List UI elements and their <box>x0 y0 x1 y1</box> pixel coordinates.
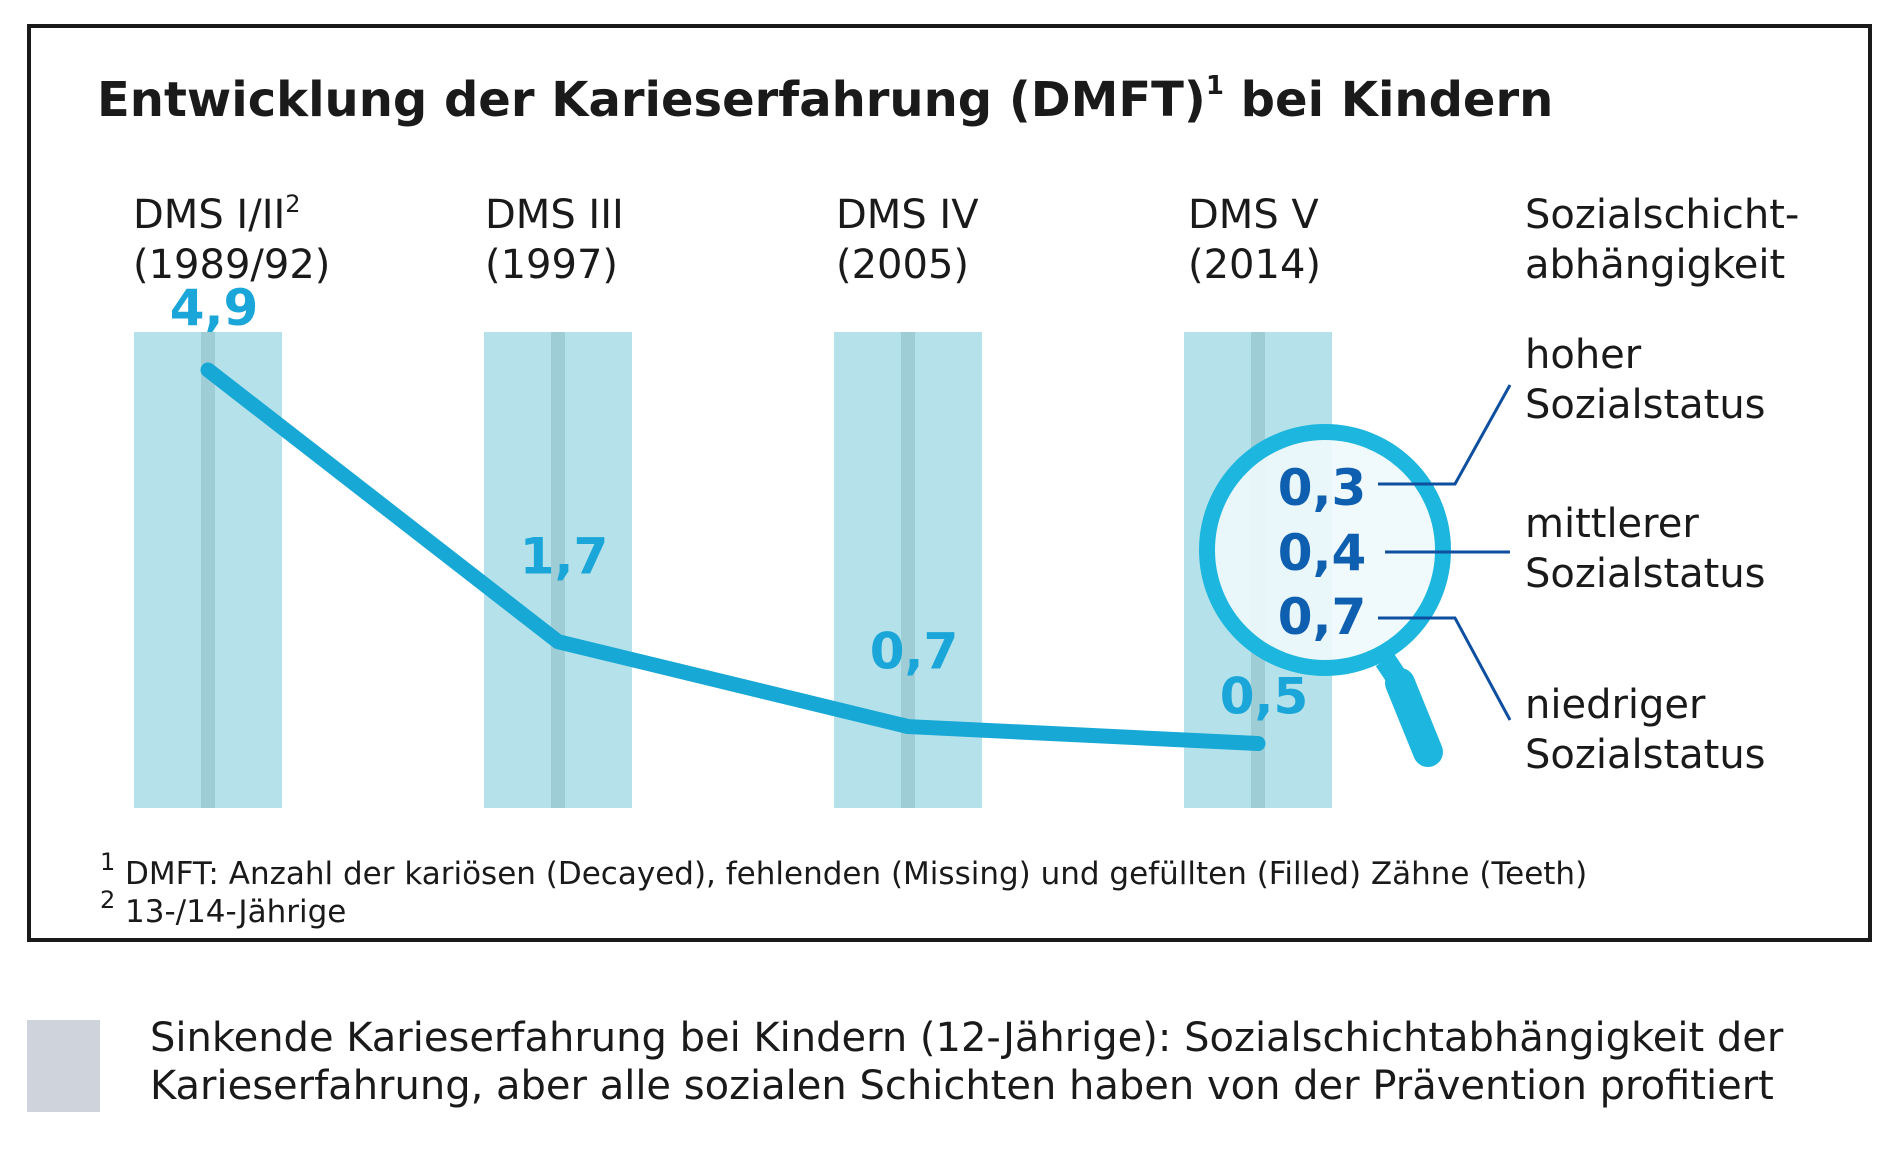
social-group-label: Sozialstatus <box>1525 732 1766 778</box>
social-group-label: Sozialstatus <box>1525 382 1766 428</box>
data-point <box>907 725 909 728</box>
social-group-label: hoher <box>1525 332 1642 378</box>
data-point <box>1257 742 1259 745</box>
footnote-mark: 1 <box>100 848 115 876</box>
magnifier-icon <box>1199 424 1451 767</box>
footnotes: 1 DMFT: Anzahl der kariösen (Decayed), fe… <box>100 848 1587 930</box>
category-name: DMS III <box>485 192 624 238</box>
data-label: 0,5 <box>1220 668 1309 726</box>
magnifier-lens <box>1199 424 1451 676</box>
data-label: 1,7 <box>520 528 609 586</box>
category-column-center <box>551 332 565 808</box>
data-point <box>207 368 209 371</box>
trend-line-path <box>200 362 1266 752</box>
category-column-center <box>901 332 915 808</box>
social-value-label: 0,3 <box>1278 459 1367 517</box>
social-status-panel: Sozialschicht-abhängigkeit 0,3 0,4 0,7 hoher… <box>1278 192 1800 778</box>
caption-swatch <box>27 1020 100 1112</box>
social-value-label: 0,7 <box>1278 588 1367 646</box>
data-label: 4,9 <box>170 279 259 337</box>
magnifier-handle <box>1385 668 1443 767</box>
caption-line: Sinkende Karieserfahrung bei Kindern (12… <box>150 1015 1784 1061</box>
social-connector <box>1378 616 1512 721</box>
social-group-label: mittlerer <box>1525 501 1699 547</box>
category-year: (2005) <box>836 242 969 288</box>
category-column-center <box>201 332 215 808</box>
social-value-label: 0,4 <box>1278 524 1367 582</box>
category-name: DMS IV <box>836 192 979 238</box>
value-labels: 4,9 1,7 0,7 0,5 <box>170 279 1309 726</box>
category-name: DMS V <box>1188 192 1319 238</box>
footnote-mark: 2 <box>100 886 115 914</box>
data-label: 0,7 <box>870 623 959 681</box>
social-heading: Sozialschicht- <box>1525 192 1799 238</box>
category-year: (1989/92) <box>133 242 330 288</box>
social-heading: abhängigkeit <box>1525 242 1785 288</box>
category-year: (2014) <box>1188 242 1321 288</box>
data-point <box>557 640 559 643</box>
footnote-text: 13-/14-Jährige <box>125 894 346 930</box>
caption-line: Karieserfahrung, aber alle sozialen Schi… <box>150 1063 1774 1109</box>
trend-line <box>200 362 1266 752</box>
chart-frame <box>27 24 1872 942</box>
category-headers: DMS I/II2(1989/92)DMS III(1997)DMS IV(20… <box>133 190 1321 288</box>
social-connector <box>1378 384 1512 486</box>
footnote-text: DMFT: Anzahl der kariösen (Decayed), feh… <box>125 856 1587 892</box>
chart-title: Entwicklung der Karieserfahrung (DMFT)1 … <box>97 71 1553 128</box>
category-year: (1997) <box>485 242 618 288</box>
social-group-label: Sozialstatus <box>1525 551 1766 597</box>
social-group-label: niedriger <box>1525 682 1706 728</box>
chart: Entwicklung der Karieserfahrung (DMFT)1 … <box>97 71 1800 930</box>
category-name: DMS I/II2 <box>133 190 301 238</box>
